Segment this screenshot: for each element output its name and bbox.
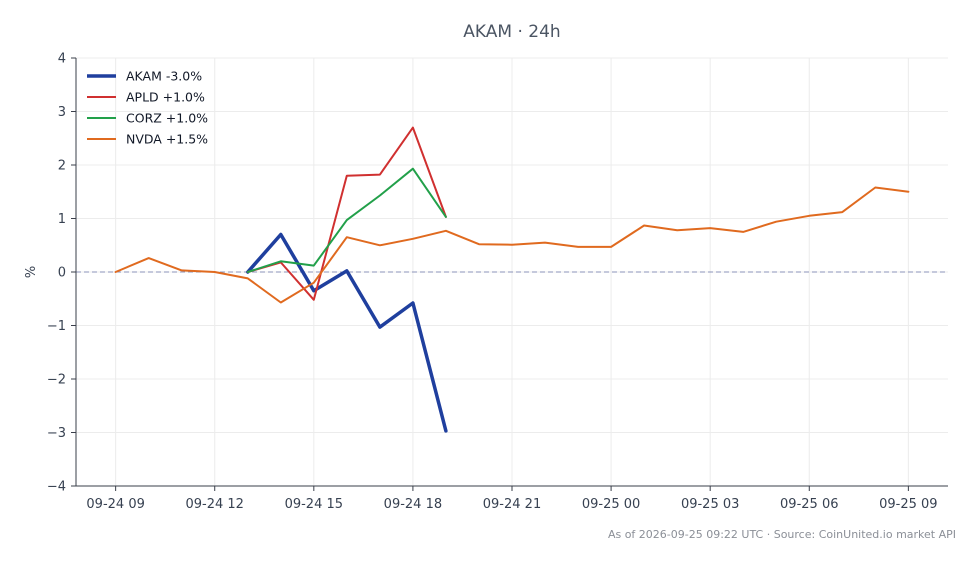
legend-label: APLD +1.0%	[126, 90, 205, 105]
series-line-akam	[246, 232, 448, 433]
x-tick-label: 09-24 12	[186, 497, 244, 512]
y-tick-label: 4	[58, 52, 66, 67]
y-tick-label: −3	[47, 426, 66, 441]
legend-label: CORZ +1.0%	[126, 111, 208, 126]
x-axis-ticks: 09-24 09 09-24 12 09-24 15 09-24 18 09-24 21…	[86, 486, 938, 512]
x-tick-label: 09-25 09	[879, 497, 937, 512]
source-footnote: As of 2026-09-25 09:22 UTC · Source: Coi…	[608, 528, 956, 541]
y-tick-label: 2	[58, 159, 66, 174]
y-axis-ticks: 4 3 2 1 0 −1 −2 −3 −4	[47, 52, 76, 495]
y-tick-label: −1	[47, 319, 66, 334]
x-tick-label: 09-24 21	[483, 497, 541, 512]
x-tick-label: 09-24 09	[86, 497, 144, 512]
y-tick-label: 0	[58, 266, 66, 281]
y-tick-label: −2	[47, 373, 66, 388]
x-tick-label: 09-25 06	[780, 497, 838, 512]
legend-label: NVDA +1.5%	[126, 132, 208, 147]
x-tick-label: 09-25 00	[582, 497, 640, 512]
x-tick-label: 09-24 15	[285, 497, 343, 512]
y-tick-label: 1	[58, 212, 66, 227]
y-axis-label: %	[24, 266, 39, 278]
legend: AKAM -3.0% APLD +1.0% CORZ +1.0% NVDA +1.5%	[87, 69, 208, 147]
series-line-corz	[246, 167, 447, 273]
legend-label: AKAM -3.0%	[126, 69, 202, 84]
chart-title: AKAM · 24h	[463, 22, 560, 42]
x-tick-label: 09-25 03	[681, 497, 739, 512]
y-tick-label: −4	[47, 480, 66, 495]
x-tick-label: 09-24 18	[384, 497, 442, 512]
series-line-nvda	[114, 186, 910, 304]
y-tick-label: 3	[58, 105, 66, 120]
series-line-apld	[246, 126, 447, 301]
series-layer	[114, 126, 910, 433]
